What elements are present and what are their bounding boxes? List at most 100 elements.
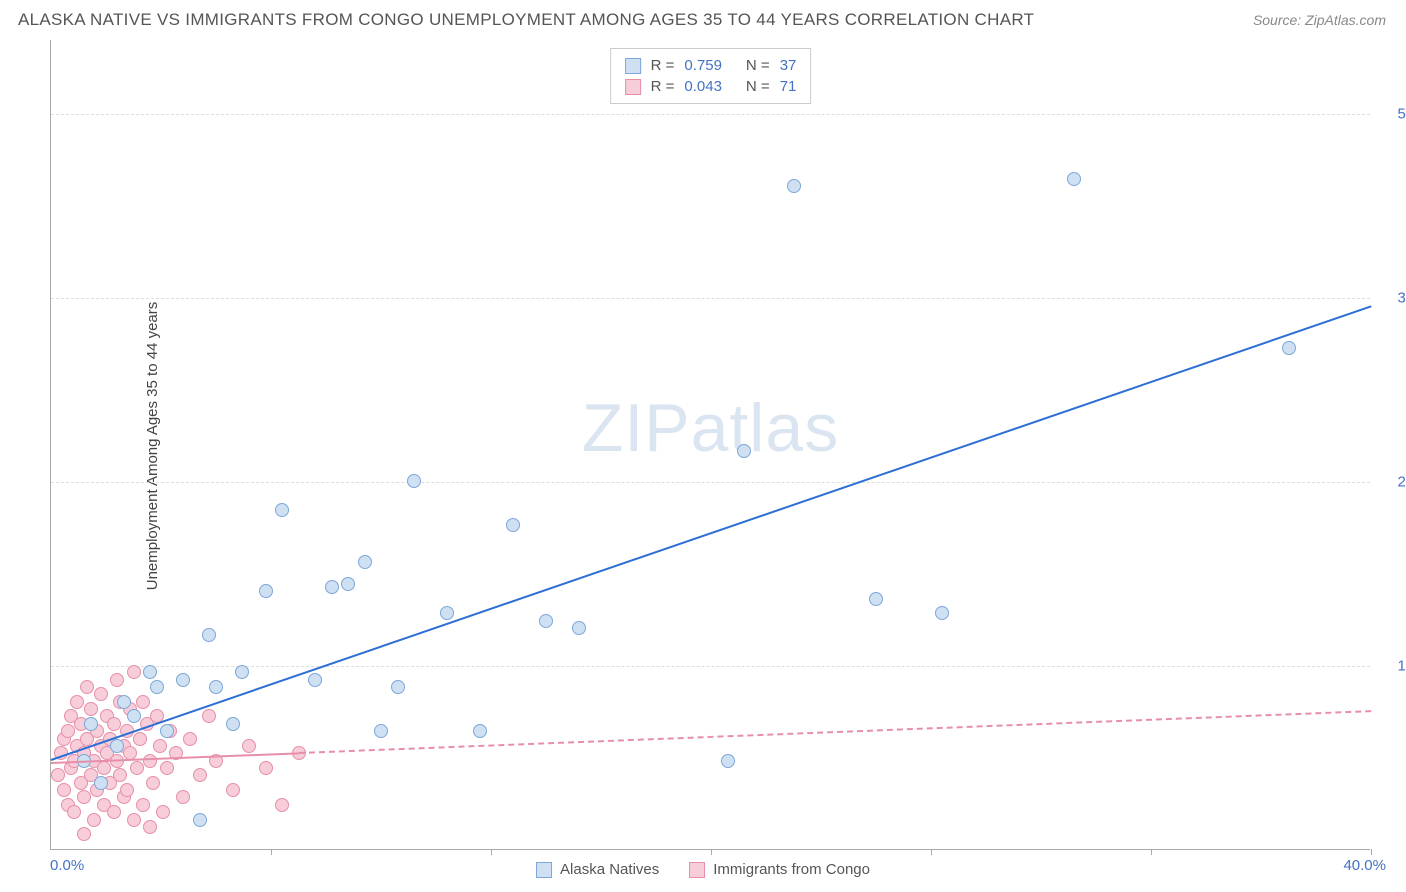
data-point [202,709,216,723]
data-point [136,695,150,709]
data-point [136,798,150,812]
data-point [176,790,190,804]
stat-n-label: N = [746,57,770,74]
x-tick-mark [1151,849,1152,855]
data-point [87,813,101,827]
x-tick-mark [931,849,932,855]
data-point [156,805,170,819]
bottom-legend: Alaska Natives Immigrants from Congo [536,861,870,878]
data-point [80,680,94,694]
data-point [869,592,883,606]
x-tick-mark [711,849,712,855]
data-point [193,813,207,827]
stat-row: R = 0.043 N = 71 [625,76,797,97]
data-point [97,761,111,775]
data-point [61,724,75,738]
data-point [407,474,421,488]
data-point [226,783,240,797]
y-tick-label: 37.5% [1397,289,1406,306]
data-point [275,798,289,812]
data-point [325,580,339,594]
data-point [127,813,141,827]
data-point [77,827,91,841]
data-point [110,673,124,687]
data-point [721,754,735,768]
data-point [51,768,65,782]
data-point [113,768,127,782]
data-point [787,179,801,193]
y-tick-label: 25.0% [1397,473,1406,490]
stat-r-value: 0.043 [684,78,722,95]
data-point [133,732,147,746]
data-point [67,805,81,819]
gridline [51,666,1370,667]
stat-n-value: 37 [780,57,797,74]
data-point [506,518,520,532]
gridline [51,482,1370,483]
stat-row: R = 0.759 N = 37 [625,55,797,76]
data-point [146,776,160,790]
data-point [117,695,131,709]
data-point [94,776,108,790]
data-point [374,724,388,738]
chart-title: ALASKA NATIVE VS IMMIGRANTS FROM CONGO U… [18,10,1034,30]
data-point [143,754,157,768]
data-point [183,732,197,746]
data-point [130,761,144,775]
data-point [341,577,355,591]
legend-swatch [536,862,552,878]
data-point [1067,172,1081,186]
legend-swatch [625,58,641,74]
legend-label: Immigrants from Congo [713,861,870,878]
data-point [235,665,249,679]
data-point [259,584,273,598]
data-point [57,783,71,797]
data-point [120,783,134,797]
stat-n-label: N = [746,78,770,95]
stat-r-value: 0.759 [684,57,722,74]
data-point [358,555,372,569]
legend-label: Alaska Natives [560,861,659,878]
legend-item: Alaska Natives [536,861,659,878]
gridline [51,114,1370,115]
y-tick-label: 12.5% [1397,657,1406,674]
x-axis-min: 0.0% [50,857,84,874]
data-point [737,444,751,458]
data-point [153,739,167,753]
data-point [275,503,289,517]
data-point [259,761,273,775]
data-point [127,709,141,723]
data-point [391,680,405,694]
data-point [1282,341,1296,355]
data-point [77,790,91,804]
stat-r-label: R = [651,57,675,74]
data-point [176,673,190,687]
data-point [209,680,223,694]
data-point [107,717,121,731]
stat-r-label: R = [651,78,675,95]
data-point [308,673,322,687]
data-point [473,724,487,738]
plot-area: ZIPatlas R =0.759N =37R =0.043N =71 12.5… [50,40,1370,850]
x-tick-mark [491,849,492,855]
data-point [160,761,174,775]
data-point [160,724,174,738]
stat-n-value: 71 [780,78,797,95]
source-attribution: Source: ZipAtlas.com [1253,12,1386,28]
data-point [193,768,207,782]
watermark: ZIPatlas [582,389,839,467]
data-point [202,628,216,642]
data-point [226,717,240,731]
x-tick-mark [271,849,272,855]
data-point [110,739,124,753]
data-point [572,621,586,635]
data-point [107,805,121,819]
y-tick-label: 50.0% [1397,105,1406,122]
data-point [143,820,157,834]
data-point [935,606,949,620]
data-point [440,606,454,620]
gridline [51,298,1370,299]
data-point [143,665,157,679]
regression-line [298,710,1371,754]
data-point [242,739,256,753]
